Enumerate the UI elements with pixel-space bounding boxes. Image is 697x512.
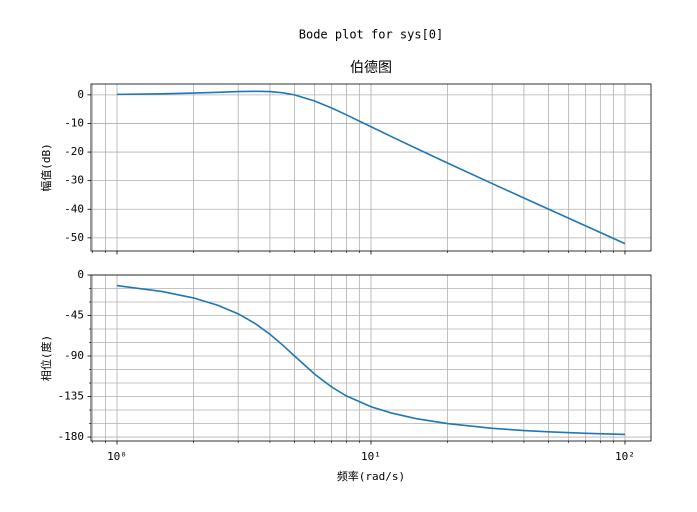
data-line [116,90,626,245]
x-tick-label: 10⁰ [107,450,127,463]
y-tick-label: 0 [77,88,84,101]
y-tick-label: -10 [64,116,84,129]
figure-title: Bode plot for sys[0] [299,28,444,42]
y-tick-label: -180 [58,430,85,443]
y-tick-label: 0 [77,268,84,281]
axes-title: 伯德图 [350,60,392,76]
y-tick-label: -30 [64,174,84,187]
data-line [116,284,626,436]
axes-frame [90,274,652,442]
y-tick-label: -90 [64,349,84,362]
x-tick-label: 10¹ [361,450,381,463]
y-tick-label: -45 [64,309,84,322]
y-axis-label: 相位(度) [39,335,53,381]
y-tick-label: -50 [64,231,84,244]
y-axis-label: 幅值(dB) [40,143,53,192]
x-axis-label: 频率(rad/s) [337,469,405,483]
y-tick-label: -20 [64,145,84,158]
x-tick-label: 10² [615,450,635,463]
y-tick-label: -135 [58,390,85,403]
axes-frame [90,83,652,252]
y-tick-label: -40 [64,202,84,215]
